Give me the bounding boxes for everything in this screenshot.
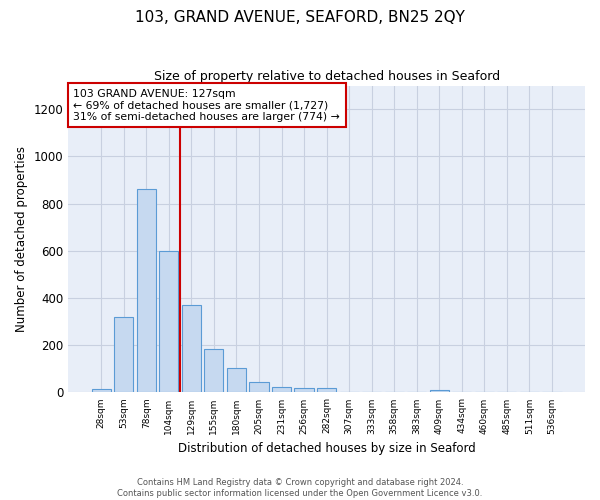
Y-axis label: Number of detached properties: Number of detached properties bbox=[15, 146, 28, 332]
Text: 103, GRAND AVENUE, SEAFORD, BN25 2QY: 103, GRAND AVENUE, SEAFORD, BN25 2QY bbox=[135, 10, 465, 25]
Bar bbox=[227, 368, 246, 392]
Bar bbox=[182, 305, 201, 392]
Bar bbox=[159, 251, 178, 392]
Bar bbox=[430, 390, 449, 392]
Title: Size of property relative to detached houses in Seaford: Size of property relative to detached ho… bbox=[154, 70, 500, 83]
Bar bbox=[92, 389, 111, 392]
Bar bbox=[317, 388, 336, 392]
Text: Contains HM Land Registry data © Crown copyright and database right 2024.
Contai: Contains HM Land Registry data © Crown c… bbox=[118, 478, 482, 498]
Bar bbox=[205, 349, 223, 393]
Bar bbox=[295, 388, 314, 392]
Bar bbox=[272, 387, 291, 392]
Bar bbox=[137, 190, 156, 392]
X-axis label: Distribution of detached houses by size in Seaford: Distribution of detached houses by size … bbox=[178, 442, 475, 455]
Text: 103 GRAND AVENUE: 127sqm
← 69% of detached houses are smaller (1,727)
31% of sem: 103 GRAND AVENUE: 127sqm ← 69% of detach… bbox=[73, 88, 340, 122]
Bar bbox=[114, 317, 133, 392]
Bar bbox=[250, 382, 269, 392]
